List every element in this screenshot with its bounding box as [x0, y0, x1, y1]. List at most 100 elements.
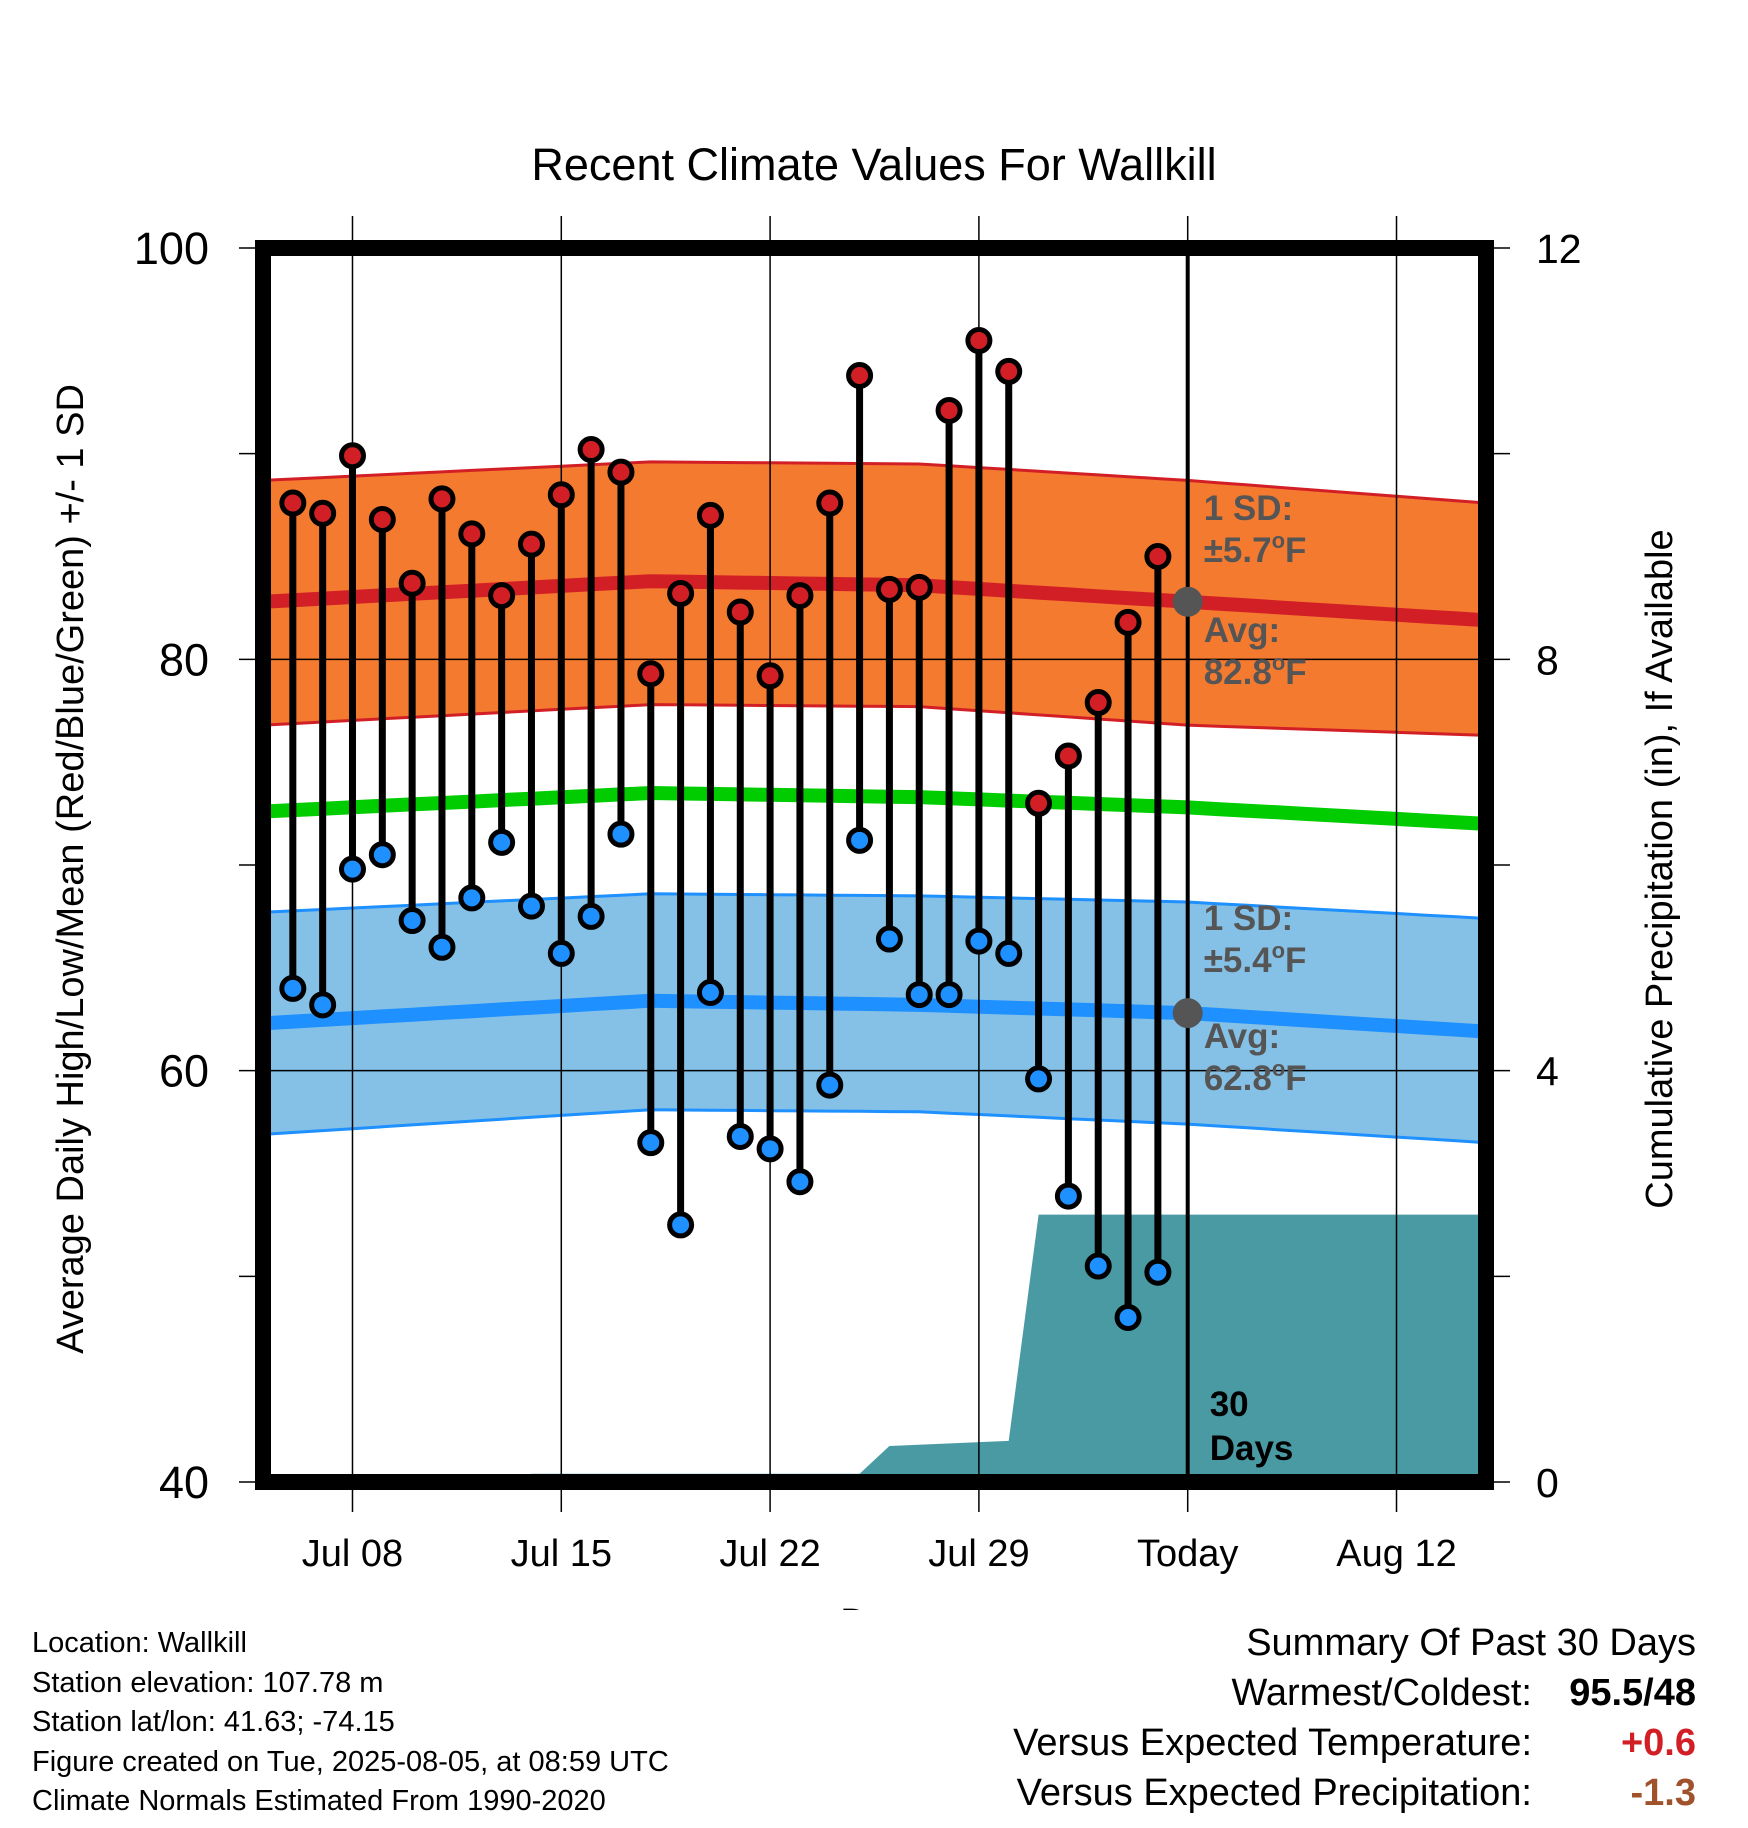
normal-low-line — [262, 993, 1487, 1039]
summary-warmest-row: Warmest/Coldest: 95.5/48 — [1013, 1668, 1696, 1718]
high-point — [368, 505, 396, 533]
low-point — [547, 939, 575, 967]
high-point — [846, 362, 874, 390]
plot-area: Jul 08 Jul 15 Jul 22 Jul 29 Today Aug 1210080… — [134, 216, 1582, 1575]
low-point — [458, 884, 486, 912]
y-tick-label: 80 — [159, 634, 209, 685]
temp-label: Versus Expected Temperature: — [1013, 1722, 1532, 1764]
plot-frame — [255, 240, 1494, 1490]
x-tick-label: Jul 22 — [719, 1533, 820, 1575]
latlon-text: Station lat/lon: 41.63; -74.15 — [32, 1706, 395, 1738]
low-point — [637, 1129, 665, 1157]
high-point — [338, 442, 366, 470]
low-point — [696, 979, 724, 1007]
low-point — [607, 820, 635, 848]
high-point — [1054, 742, 1082, 770]
high-point — [428, 485, 456, 513]
x-tick-label: Jul 15 — [511, 1533, 612, 1575]
high-point — [488, 582, 516, 610]
y2-tick-label: 12 — [1536, 226, 1582, 272]
high-point — [398, 569, 426, 597]
high-avg-value: 82.8oF — [1204, 650, 1307, 692]
high-point — [667, 580, 695, 608]
y2-tick-label: 0 — [1536, 1460, 1559, 1506]
summary-title: Summary Of Past 30 Days — [1246, 1622, 1696, 1664]
high-point — [756, 662, 784, 690]
high-point — [309, 499, 337, 527]
low-point — [846, 826, 874, 854]
high-sd-band-lower-edge — [262, 703, 1487, 737]
high-point — [905, 573, 933, 601]
high-point — [875, 575, 903, 603]
low-point — [875, 925, 903, 953]
low-point — [667, 1211, 695, 1239]
low-point — [1054, 1182, 1082, 1210]
high-point — [517, 530, 545, 558]
high-point — [965, 327, 993, 355]
high-point — [607, 458, 635, 486]
high-point — [637, 660, 665, 688]
x-tick-label: Today — [1137, 1533, 1238, 1575]
low-point — [398, 907, 426, 935]
station-info: Location: Wallkill Station elevation: 10… — [32, 1624, 669, 1822]
chart-title: Recent Climate Values For Wallkill — [531, 139, 1216, 190]
low-point — [309, 991, 337, 1019]
high-point — [1025, 789, 1053, 817]
summary-precip-row: Versus Expected Precipitation: -1.3 — [1013, 1768, 1696, 1818]
high-sd-label: 1 SD: — [1204, 489, 1293, 528]
x-tick-label: Aug 12 — [1336, 1533, 1456, 1575]
low-point — [338, 855, 366, 883]
precip-label: Versus Expected Precipitation: — [1016, 1772, 1532, 1814]
y-tick-label: 60 — [159, 1046, 209, 1097]
high-point — [726, 598, 754, 626]
precip-area — [263, 1214, 1486, 1482]
low-point — [756, 1135, 784, 1163]
period-number: 30 — [1210, 1385, 1249, 1424]
normal-high-line — [262, 574, 1487, 628]
x-axis-label: Day — [840, 1602, 908, 1610]
high-point — [1144, 543, 1172, 570]
low-point — [428, 933, 456, 961]
y-tick-label: 100 — [134, 223, 209, 274]
created-text: Figure created on Tue, 2025-08-05, at 08… — [32, 1745, 669, 1778]
warmest-value: 95.5/48 — [1569, 1672, 1696, 1714]
high-point — [816, 489, 844, 517]
temp-value: +0.6 — [1620, 1722, 1696, 1764]
high-sd-band-upper-edge — [262, 460, 1487, 505]
location-text: Location: Wallkill — [32, 1627, 247, 1659]
low-point — [726, 1122, 754, 1150]
summary-panel: Summary Of Past 30 Days Warmest/Coldest:… — [1013, 1618, 1696, 1818]
normal-mean-line — [262, 785, 1487, 831]
low-point — [368, 841, 396, 869]
y-axis-label: Average Daily High/Low/Mean (Red/Blue/Gr… — [50, 384, 92, 1354]
period-unit: Days — [1210, 1429, 1294, 1468]
low-sd-value: ±5.4oF — [1204, 938, 1307, 980]
low-sd-label: 1 SD: — [1204, 899, 1293, 938]
climate-chart: Recent Climate Values For Wallkill Jul 0… — [50, 139, 1681, 1610]
precip-value: -1.3 — [1630, 1772, 1696, 1814]
low-point — [816, 1071, 844, 1099]
y2-tick-label: 8 — [1536, 637, 1559, 683]
today-low-avg-marker — [1172, 998, 1203, 1029]
high-sd-value: ±5.7oF — [1204, 528, 1307, 570]
low-point — [517, 892, 545, 920]
high-avg-label: Avg: — [1204, 611, 1280, 650]
high-point — [458, 520, 486, 548]
x-tick-label: Jul 08 — [302, 1533, 403, 1575]
summary-temp-row: Versus Expected Temperature: +0.6 — [1013, 1718, 1696, 1768]
y2-axis-label: Cumulative Precipitation (in), If Availa… — [1639, 529, 1681, 1208]
low-point — [577, 902, 605, 930]
low-point — [1114, 1303, 1142, 1331]
low-avg-value: 62.8oF — [1204, 1056, 1307, 1098]
low-point — [786, 1168, 814, 1196]
low-point — [995, 939, 1023, 967]
high-point — [577, 436, 605, 464]
high-point — [1084, 689, 1112, 717]
elevation-text: Station elevation: 107.78 m — [32, 1666, 384, 1699]
high-point — [935, 396, 963, 424]
low-sd-band-lower-edge — [262, 1108, 1487, 1145]
high-point — [279, 489, 307, 517]
x-tick-label: Jul 29 — [928, 1533, 1029, 1575]
low-point — [1025, 1065, 1053, 1093]
low-point — [1144, 1258, 1172, 1286]
